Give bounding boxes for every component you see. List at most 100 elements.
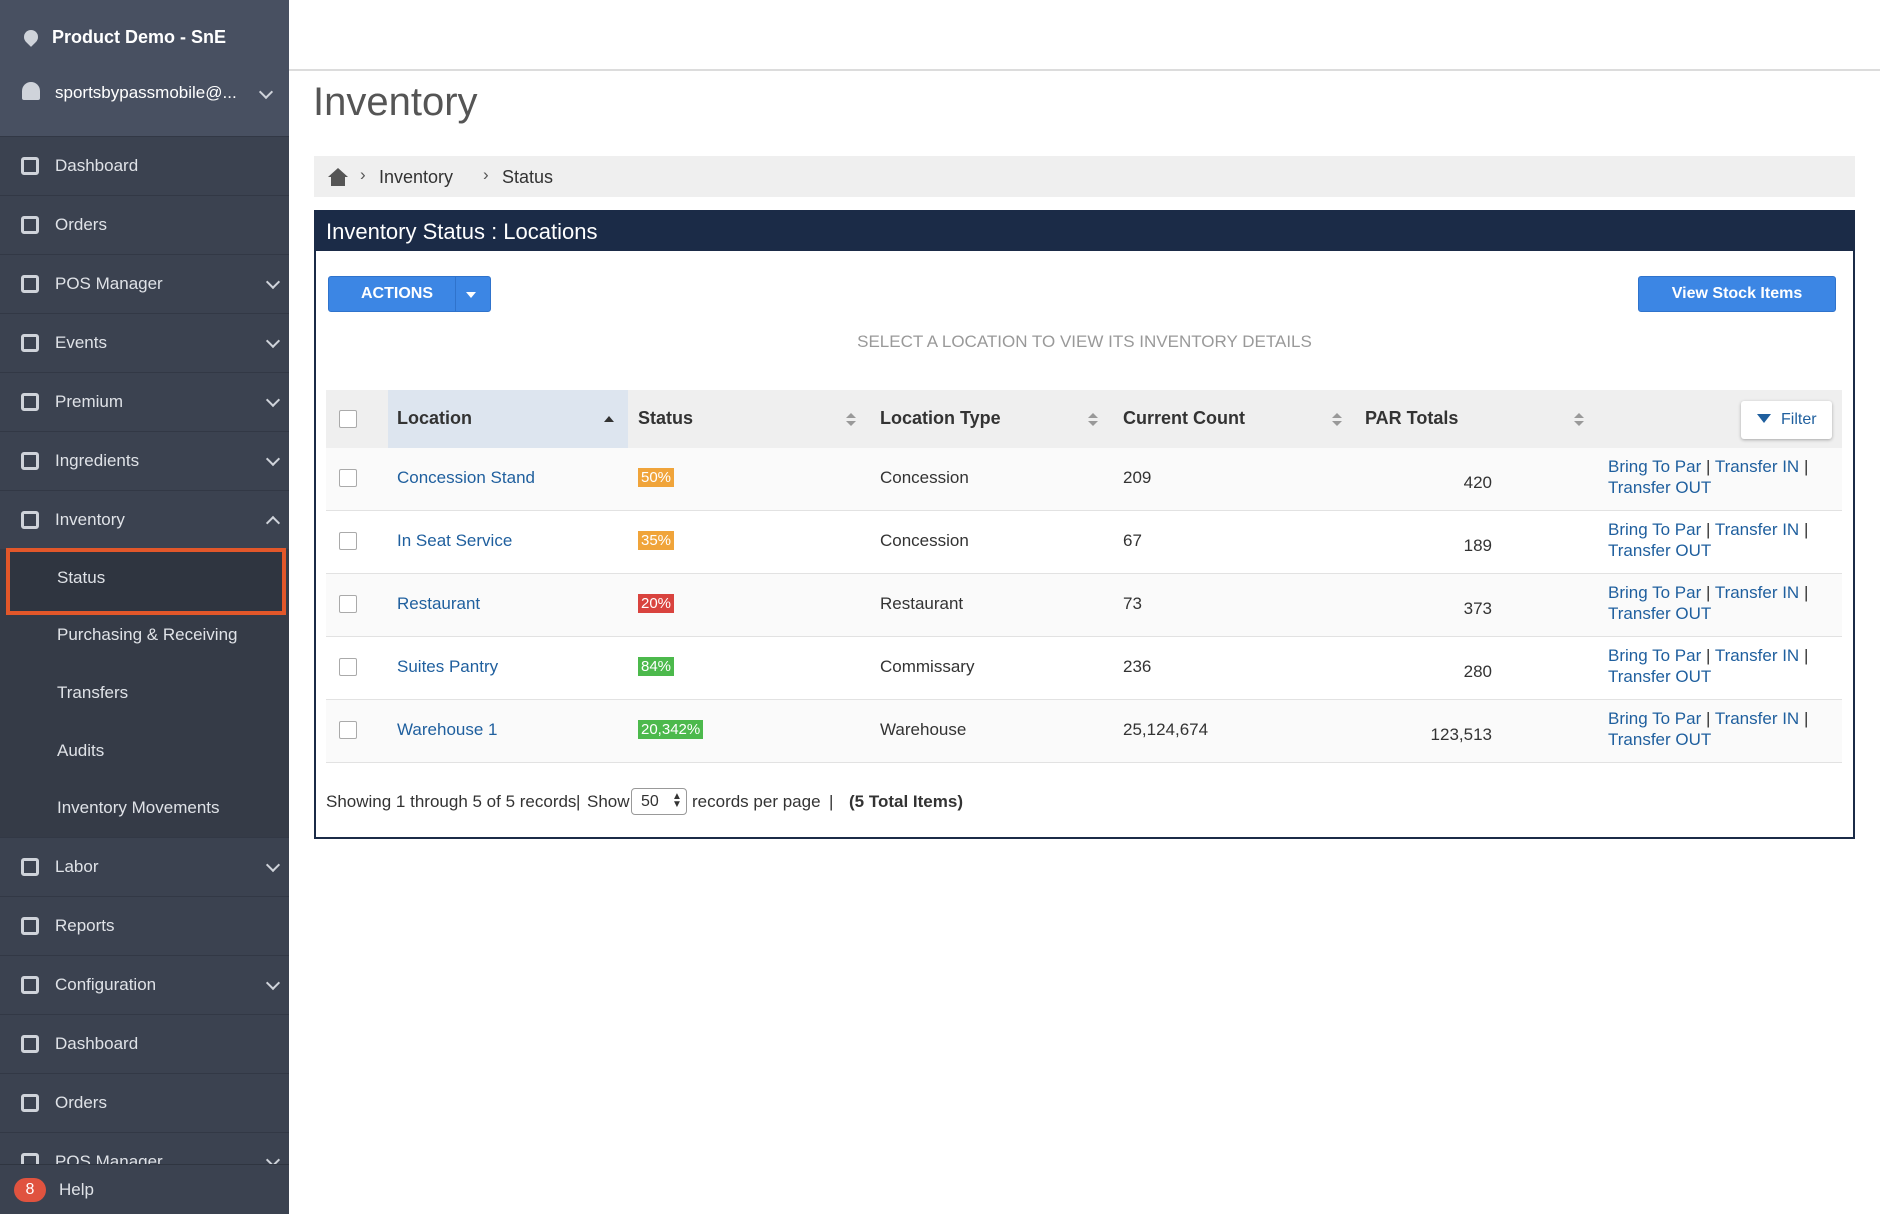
action-link[interactable]: Transfer OUT: [1608, 541, 1712, 560]
nav-separator: [0, 896, 289, 897]
nav-item[interactable]: Orders: [55, 1092, 107, 1112]
breadcrumb-item[interactable]: Inventory: [379, 167, 454, 187]
nav-item[interactable]: Dashboard: [55, 1033, 139, 1053]
nav-item[interactable]: Reports: [55, 915, 115, 935]
nav-item[interactable]: Labor: [55, 856, 99, 876]
status-badge: 84%: [638, 657, 675, 676]
action-link[interactable]: Transfer IN: [1714, 520, 1800, 539]
location-type: Commissary: [880, 657, 975, 676]
help-bar: [0, 1164, 289, 1214]
row-checkbox[interactable]: [339, 658, 357, 676]
nav-separator: [0, 1132, 289, 1133]
separator: |: [1803, 583, 1809, 602]
nav-item[interactable]: Configuration: [55, 974, 157, 994]
column-header[interactable]: PAR Totals: [1365, 408, 1459, 428]
action-link[interactable]: Transfer OUT: [1608, 478, 1712, 497]
selected-highlight: [6, 548, 286, 615]
action-link[interactable]: Transfer IN: [1714, 709, 1800, 728]
nav-separator: [0, 837, 289, 838]
row-checkbox[interactable]: [339, 595, 357, 613]
sorted-column-bg: [388, 390, 628, 448]
action-link[interactable]: Transfer IN: [1714, 583, 1800, 602]
action-link[interactable]: Transfer OUT: [1608, 730, 1712, 749]
par-total: 420: [1463, 473, 1492, 492]
nav-item[interactable]: POS Manager: [55, 273, 163, 293]
status-badge: 20%: [638, 594, 675, 613]
separator: |: [1705, 709, 1711, 728]
records-per-page: records per page: [692, 792, 821, 811]
nav-item[interactable]: Orders: [55, 214, 107, 234]
breadcrumb-item[interactable]: Status: [502, 167, 554, 187]
column-header[interactable]: Current Count: [1123, 408, 1245, 428]
nav-separator: [0, 136, 289, 137]
row-checkbox[interactable]: [339, 469, 357, 487]
action-link[interactable]: Transfer OUT: [1608, 604, 1712, 623]
action-link[interactable]: Transfer IN: [1714, 457, 1800, 476]
action-link[interactable]: Bring To Par: [1608, 646, 1702, 665]
nav-item[interactable]: Events: [55, 332, 107, 352]
action-link[interactable]: Bring To Par: [1608, 520, 1702, 539]
sort-down: [1332, 421, 1342, 426]
submenu-item[interactable]: Inventory Movements: [57, 798, 220, 818]
view-stock-button[interactable]: View Stock Items: [1638, 276, 1836, 312]
row-actions: Bring To Par | Transfer IN |: [1608, 457, 1808, 477]
location-link[interactable]: Warehouse 1: [397, 720, 498, 739]
location-link[interactable]: Concession Stand: [397, 468, 535, 487]
header-checkbox[interactable]: [339, 410, 357, 428]
current-count: 67: [1123, 531, 1142, 550]
filter-icon: [1757, 414, 1771, 423]
row-actions: Bring To Par | Transfer IN |: [1608, 520, 1808, 540]
per-page-select[interactable]: 50: [631, 788, 687, 815]
submenu-item[interactable]: Audits: [57, 740, 105, 760]
caret: [466, 292, 476, 298]
current-count: 73: [1123, 594, 1142, 613]
separator: |: [829, 792, 834, 811]
table-row: [326, 448, 1842, 511]
location-link[interactable]: In Seat Service: [397, 531, 513, 550]
nav-item[interactable]: Ingredients: [55, 450, 140, 470]
action-link[interactable]: Bring To Par: [1608, 457, 1702, 476]
nav-icon: [21, 916, 39, 935]
nav-item[interactable]: Dashboard: [55, 155, 139, 175]
action-link[interactable]: Transfer IN: [1714, 646, 1800, 665]
column-header[interactable]: Location Type: [880, 408, 1001, 428]
nav-item[interactable]: Premium: [55, 391, 124, 411]
submenu-item[interactable]: Transfers: [57, 683, 129, 702]
help-badge: 8: [14, 1178, 46, 1202]
nav-icon: [21, 215, 39, 234]
nav-icon: [21, 1034, 39, 1053]
nav-separator: [0, 313, 289, 314]
action-link[interactable]: Transfer OUT: [1608, 667, 1712, 686]
row-checkbox[interactable]: [339, 532, 357, 550]
separator: |: [1803, 520, 1809, 539]
submenu-item[interactable]: Purchasing & Receiving: [57, 625, 238, 645]
home-icon-base: [331, 177, 345, 186]
row-checkbox[interactable]: [339, 721, 357, 739]
nav-icon: [21, 333, 39, 352]
location-link[interactable]: Suites Pantry: [397, 657, 499, 676]
column-header[interactable]: Status: [638, 408, 694, 428]
column-header[interactable]: Location: [397, 408, 472, 428]
nav-icon: [21, 975, 39, 994]
location-type: Restaurant: [880, 594, 964, 613]
sort-up: [846, 413, 856, 418]
filter-button[interactable]: [1741, 401, 1832, 439]
select-arrows: ▲ ▼: [672, 791, 682, 810]
location-link[interactable]: Restaurant: [397, 594, 481, 613]
page-title: Inventory: [313, 80, 478, 124]
submenu-item[interactable]: Status: [57, 567, 106, 587]
sort-down: [1574, 421, 1584, 426]
par-total: 280: [1463, 662, 1492, 681]
current-count: 25,124,674: [1123, 720, 1209, 739]
action-link[interactable]: Bring To Par: [1608, 709, 1702, 728]
user-icon: [22, 82, 40, 100]
nav-icon: [21, 1093, 39, 1112]
sort-down: [846, 421, 856, 426]
nav-icon: [21, 156, 39, 175]
location-type: Warehouse: [880, 720, 967, 739]
help-link[interactable]: Help: [59, 1180, 94, 1199]
actions-button[interactable]: [328, 276, 491, 312]
nav-item[interactable]: Inventory: [55, 509, 125, 529]
action-link[interactable]: Bring To Par: [1608, 583, 1702, 602]
current-count: 236: [1123, 657, 1152, 676]
